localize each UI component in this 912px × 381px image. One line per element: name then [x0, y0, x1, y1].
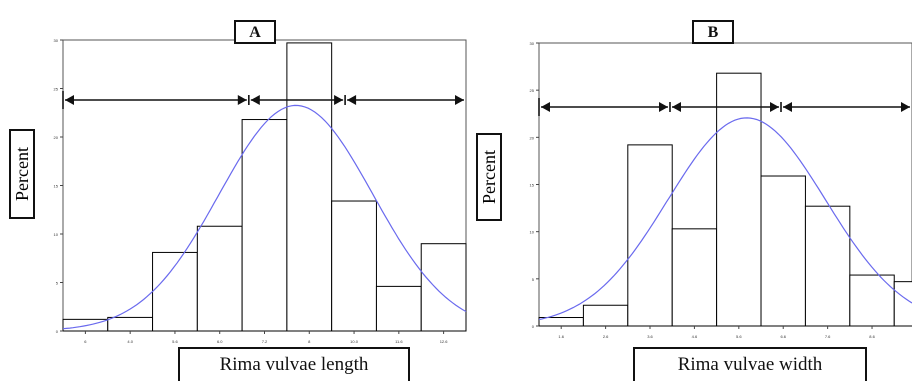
histogram-bar [804, 205, 851, 327]
chart-panel-a: 0 5 10 15 20 25 30 6 4.0 5.6 6.0 7.2 8 10.0 11.6 12.6 A… [9, 20, 467, 381]
x-tick-label: 6 [84, 339, 87, 344]
chart-panel-b: 0510152025301.62.63.64.65.66.67.68.69.6 … [476, 0, 912, 381]
range-arrowhead-left [541, 102, 550, 112]
range-arrowhead-right [770, 102, 780, 112]
histogram-bar [107, 316, 154, 332]
y-tick-label: 20 [54, 135, 59, 140]
x-tick-label: 5.6 [736, 334, 742, 339]
x-tick-label: 11.6 [395, 339, 403, 344]
x-tick-label: 4.0 [127, 339, 133, 344]
y-axis-label-a: Percent [9, 129, 35, 219]
y-tick-label: 25 [530, 88, 535, 93]
histogram-bar [241, 119, 288, 332]
x-tick-label: 1.6 [558, 334, 564, 339]
panel-title-b: B [692, 20, 734, 44]
y-tick-label: 10 [54, 232, 59, 237]
y-tick-label: 15 [54, 184, 59, 189]
histogram-bar [375, 285, 422, 332]
y-tick-label: 5 [532, 277, 535, 282]
histogram-bar [760, 175, 806, 327]
x-axis-label-b: Rima vulvae width [633, 347, 867, 381]
x-tick-label: 8 [308, 339, 311, 344]
range-arrowhead-left [783, 102, 793, 112]
histogram-a: 0 5 10 15 20 25 30 6 4.0 5.6 6.0 7.2 8 10.0 11.6 12.6 [54, 38, 467, 344]
histogram-bar [582, 304, 629, 327]
normal-curve [62, 104, 467, 330]
x-tick-label: 10.0 [350, 339, 359, 344]
y-tick-label: 15 [530, 183, 535, 188]
range-arrowhead-right [237, 95, 247, 105]
range-arrowhead-right [658, 102, 668, 112]
histogram-bar [538, 317, 584, 327]
histogram-bar [196, 225, 243, 332]
histogram-bar [671, 228, 718, 327]
y-tick-label: 30 [54, 38, 59, 43]
histogram-bar [420, 243, 467, 332]
range-arrowhead-right [901, 102, 910, 112]
x-tick-label: 7.2 [262, 339, 268, 344]
range-arrowhead-right [455, 95, 464, 105]
x-tick-label: 8.6 [869, 334, 875, 339]
y-tick-label: 10 [530, 230, 535, 235]
histogram-bar [716, 72, 762, 327]
normal-curve [538, 117, 912, 321]
range-arrowhead-left [65, 95, 74, 105]
panel-title-a: A [234, 20, 276, 44]
x-tick-label: 5.6 [172, 339, 178, 344]
x-tick-label: 4.6 [692, 334, 698, 339]
x-tick-label: 6.6 [780, 334, 786, 339]
y-axis-label-b: Percent [476, 133, 502, 221]
range-arrowhead-left [347, 95, 357, 105]
y-tick-label: 20 [530, 135, 535, 140]
range-arrows [62, 91, 464, 109]
histogram-bar [286, 42, 333, 332]
y-tick-label: 25 [54, 87, 59, 92]
histogram-bar [152, 251, 198, 332]
x-tick-label: 2.6 [603, 334, 609, 339]
y-tick-label: 0 [532, 324, 535, 329]
histogram-bar [627, 144, 673, 327]
histogram-bar [849, 274, 895, 327]
range-arrowhead-left [671, 102, 681, 112]
x-axis-label-a: Rima vulvae length [178, 347, 410, 381]
histogram-bar [331, 200, 377, 332]
y-tick-label: 5 [56, 281, 59, 286]
y-tick-label: 0 [56, 329, 59, 334]
range-arrowhead-left [250, 95, 260, 105]
x-tick-label: 7.6 [825, 334, 831, 339]
x-tick-label: 12.6 [440, 339, 449, 344]
histogram-bar [893, 281, 912, 327]
range-arrowhead-right [334, 95, 344, 105]
range-arrows [538, 98, 910, 116]
x-tick-label: 3.6 [647, 334, 653, 339]
x-tick-label: 6.0 [217, 339, 223, 344]
y-tick-label: 30 [530, 41, 535, 46]
